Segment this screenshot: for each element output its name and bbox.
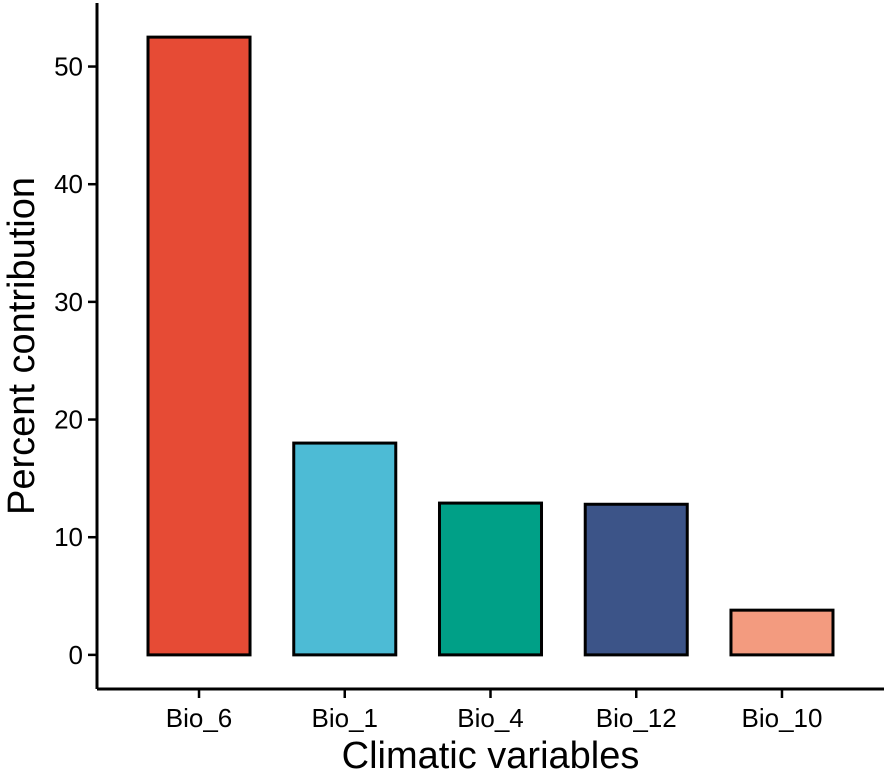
y-tick-label: 20 [54, 405, 83, 435]
bar-bio-6 [146, 35, 252, 657]
y-axis-ticks: 0 10 20 30 40 50 [54, 52, 97, 670]
x-axis-ticks: Bio_6 Bio_1 Bio_4 Bio_12 Bio_10 [166, 689, 822, 733]
bar-bio-1 [292, 441, 398, 657]
y-axis-title: Percent contribution [1, 177, 43, 515]
y-tick-label: 30 [54, 287, 83, 317]
bar-bio-4 [437, 501, 544, 657]
y-tick-label: 40 [54, 169, 83, 199]
y-tick-label: 0 [69, 640, 83, 670]
bars [146, 35, 835, 657]
bar-bio-10 [729, 608, 835, 657]
x-tick-label: Bio_12 [596, 703, 677, 733]
x-tick-label: Bio_1 [312, 703, 379, 733]
bar-bio-12 [583, 502, 689, 657]
y-tick-label: 50 [54, 52, 83, 82]
x-axis-title: Climatic variables [342, 735, 640, 774]
x-tick-label: Bio_6 [166, 703, 233, 733]
x-tick-label: Bio_4 [457, 703, 524, 733]
x-tick-label: Bio_10 [741, 703, 822, 733]
y-tick-label: 10 [54, 522, 83, 552]
